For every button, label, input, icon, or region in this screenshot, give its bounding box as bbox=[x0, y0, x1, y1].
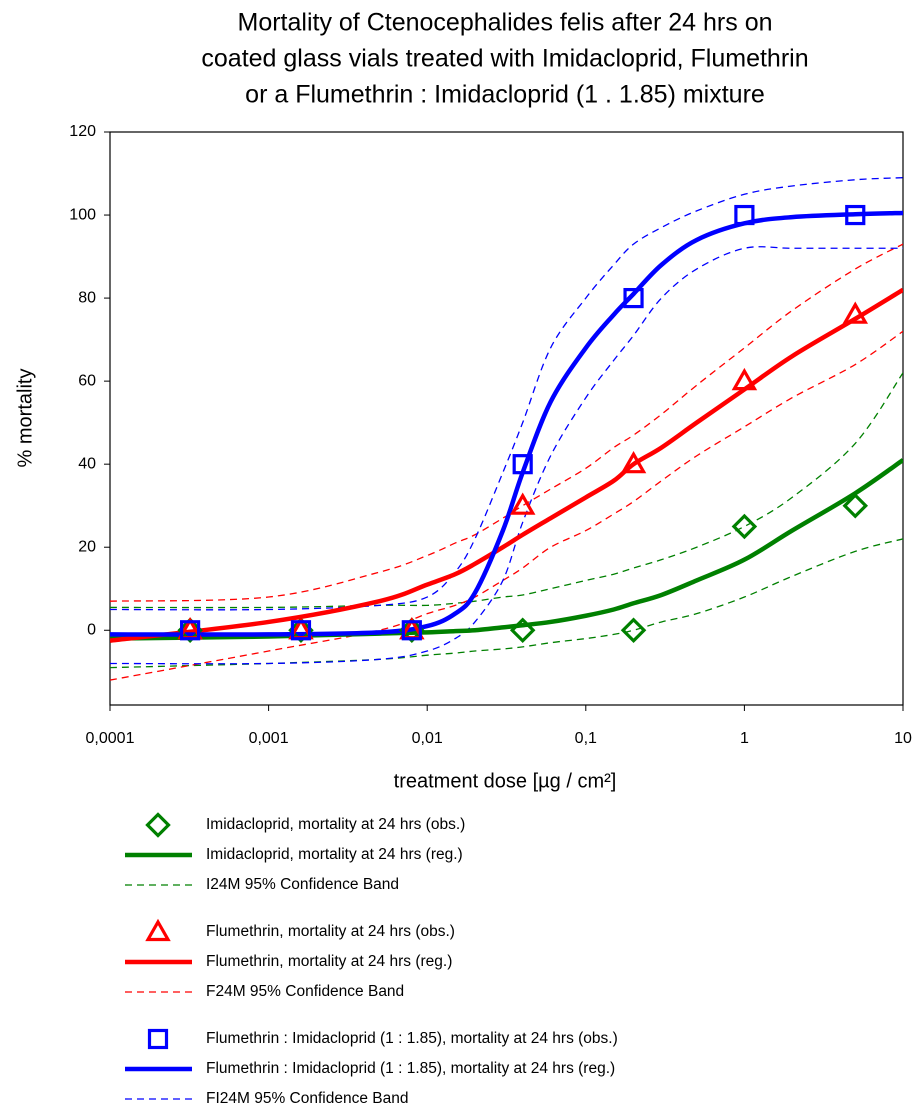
marker-square bbox=[401, 620, 422, 641]
x-tick-label: 0,01 bbox=[412, 730, 443, 747]
confidence-band-upper bbox=[110, 243, 903, 602]
marker-square bbox=[512, 454, 533, 475]
legend-label: Flumethrin : Imidacloprid (1 : 1.85), mo… bbox=[206, 1060, 615, 1077]
y-tick-label: 100 bbox=[69, 206, 96, 223]
x-tick-label: 0,0001 bbox=[86, 730, 135, 747]
y-tick-label: 80 bbox=[78, 289, 96, 306]
y-axis-label: % mortality bbox=[14, 369, 36, 468]
confidence-band-upper bbox=[110, 372, 903, 609]
marker-square bbox=[734, 204, 755, 226]
marker-square bbox=[290, 620, 312, 641]
plot-area bbox=[110, 177, 903, 681]
marker-diamond bbox=[620, 617, 647, 644]
x-axis-label: treatment dose [µg / cm²] bbox=[394, 770, 617, 792]
legend-label: Flumethrin : Imidacloprid (1 : 1.85), mo… bbox=[206, 1030, 618, 1047]
plot-frame bbox=[109, 131, 904, 706]
marker-square bbox=[845, 204, 866, 226]
y-tick-label: 0 bbox=[87, 621, 96, 638]
marker-triangle bbox=[842, 301, 869, 324]
x-tick-label: 1 bbox=[740, 730, 749, 747]
marker-square bbox=[623, 287, 644, 309]
chart-title: Mortality of Ctenocephalides felis after… bbox=[238, 9, 773, 37]
marker-triangle bbox=[731, 367, 758, 391]
confidence-band-lower bbox=[110, 246, 903, 665]
y-tick-label: 20 bbox=[78, 538, 96, 555]
confidence-band-lower bbox=[110, 538, 903, 669]
marker-triangle bbox=[620, 450, 647, 474]
legend-label: Flumethrin, mortality at 24 hrs (reg.) bbox=[206, 953, 452, 970]
marker-diamond bbox=[509, 617, 536, 644]
x-tick-label: 0,001 bbox=[249, 730, 289, 747]
legend-label: FI24M 95% Confidence Band bbox=[206, 1090, 408, 1107]
y-tick-label: 60 bbox=[78, 372, 96, 389]
y-tick-label: 120 bbox=[69, 123, 96, 140]
x-tick-label: 10 bbox=[894, 730, 912, 747]
marker-square bbox=[180, 620, 201, 641]
legend-label: Imidacloprid, mortality at 24 hrs (obs.) bbox=[206, 816, 465, 833]
marker-triangle bbox=[145, 918, 171, 942]
confidence-band-upper bbox=[110, 177, 903, 611]
y-tick-label: 40 bbox=[78, 455, 96, 472]
legend-label: Flumethrin, mortality at 24 hrs (obs.) bbox=[206, 923, 455, 940]
marker-square bbox=[147, 1028, 169, 1050]
legend-label: F24M 95% Confidence Band bbox=[206, 983, 404, 1000]
regression-line bbox=[110, 458, 903, 641]
marker-triangle bbox=[509, 492, 536, 515]
confidence-band-lower bbox=[110, 330, 903, 681]
marker-diamond bbox=[731, 513, 758, 540]
legend-label: I24M 95% Confidence Band bbox=[206, 876, 399, 893]
marker-diamond bbox=[145, 812, 171, 838]
chart-title: coated glass vials treated with Imidaclo… bbox=[201, 45, 808, 73]
marker-diamond bbox=[842, 492, 869, 519]
chart-title: or a Flumethrin : Imidacloprid (1 . 1.85… bbox=[245, 81, 765, 109]
x-tick-label: 0,1 bbox=[575, 730, 597, 747]
legend-label: Imidacloprid, mortality at 24 hrs (reg.) bbox=[206, 846, 463, 863]
